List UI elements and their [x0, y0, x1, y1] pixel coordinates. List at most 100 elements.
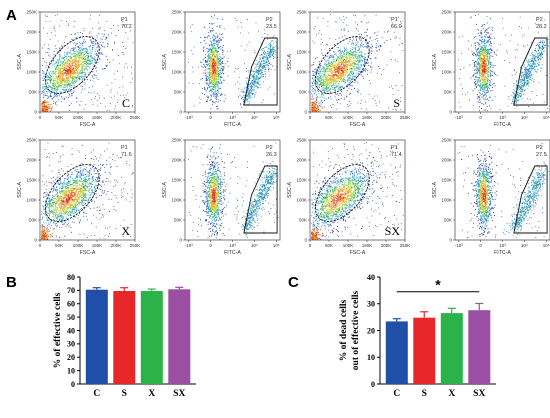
x-tick-label: 100K	[73, 243, 84, 248]
y-tick-label: 20	[67, 353, 75, 362]
fsc-ssc-plot: 0 50K 100K 150K 200K 250K 0 50K 100K 150K 200K 250K…	[287, 138, 410, 256]
y-tick-label: 0	[179, 110, 182, 115]
bar-x	[440, 313, 463, 384]
y-tick-label: 250K	[296, 138, 307, 143]
x-axis-label: FSC-A	[80, 122, 96, 128]
y-tick-label: 80	[67, 273, 75, 282]
x-tick-label: -10³	[185, 115, 194, 120]
y-axis-label: SSC-A	[432, 54, 438, 70]
y-tick-label: 50K	[29, 90, 37, 95]
x-tick-label: 0	[39, 115, 42, 120]
bars	[85, 286, 191, 384]
x-tick-label: 150K	[362, 243, 373, 248]
y-tick-label: 0	[371, 380, 375, 389]
bar-x	[140, 291, 163, 384]
p1-gate	[314, 36, 370, 94]
x-tick-label: 0	[479, 243, 482, 248]
panel-label-a: A	[6, 7, 17, 24]
panel-label-b: B	[6, 274, 17, 291]
y-tick-label: 50K	[444, 218, 452, 223]
y-tick-label: 200K	[441, 158, 452, 163]
bar-c	[85, 289, 108, 384]
y-tick-label: 50K	[174, 218, 182, 223]
p1-gate-name: P1	[121, 145, 128, 151]
y-tick-label: 50	[67, 313, 75, 322]
p2-gate	[513, 165, 548, 234]
y-axis-label: SSC-A	[287, 54, 293, 70]
p2-gate	[513, 37, 548, 106]
x-category-label: S	[422, 389, 427, 399]
y-tick-label: 100K	[171, 70, 182, 75]
y-axis-label: SSC-A	[432, 182, 438, 198]
x-tick-label: 10⁴	[251, 243, 258, 248]
x-tick-label: -10³	[185, 243, 194, 248]
y-tick-label: 50K	[444, 90, 452, 95]
x-tick-label: 200K	[381, 243, 392, 248]
x-tick-label: 0	[39, 243, 42, 248]
bar-c	[385, 321, 408, 384]
x-tick-label: 150K	[362, 115, 373, 120]
x-tick-label: 50K	[55, 115, 63, 120]
y-tick-label: 250K	[26, 10, 37, 15]
plot-frame	[309, 11, 406, 113]
x-axis-label: FSC-A	[80, 250, 96, 256]
y-axis-ticks: 0 10 20 30 40 50 60 70 80	[67, 273, 80, 389]
p2-gate-name: P2	[536, 17, 543, 23]
y-tick-label: 100K	[296, 198, 307, 203]
x-tick-label: 50K	[325, 115, 333, 120]
y-tick-label: 250K	[296, 10, 307, 15]
x-category-label: X	[148, 389, 155, 399]
y-axis-label: SSC-A	[162, 54, 168, 70]
p1-gate	[314, 164, 370, 222]
y-tick-label: 100K	[441, 70, 452, 75]
condition-label: X	[121, 224, 130, 238]
x-tick-label: 150K	[92, 115, 103, 120]
y-axis-label: SSC-A	[17, 54, 23, 70]
x-axis-label: FITC-A	[224, 122, 241, 128]
y-tick-label: 150K	[171, 178, 182, 183]
y-tick-label: 50K	[299, 218, 307, 223]
x-axis-categories: C S X SX	[393, 389, 485, 399]
x-axis-label: FSC-A	[350, 122, 366, 128]
flow-sample-s: 0 50K 100K 150K 200K 250K 0 50K 100K 150K 200K 250K…	[287, 10, 550, 128]
p1-gate-name: P1	[391, 145, 398, 151]
x-tick-label: 250K	[130, 243, 141, 248]
y-axis-label: SSC-A	[17, 182, 23, 198]
x-tick-label: 200K	[111, 243, 122, 248]
y-tick-label: 250K	[171, 138, 182, 143]
y-tick-label: 200K	[26, 158, 37, 163]
y-tick-label: 200K	[26, 30, 37, 35]
bars	[385, 302, 491, 384]
y-tick-label: 0	[449, 238, 452, 243]
y-tick-label: 0	[304, 238, 307, 243]
x-tick-label: 10⁴	[251, 115, 258, 120]
p2-gate-value: 23.5	[266, 24, 277, 30]
x-tick-label: 250K	[130, 115, 141, 120]
x-tick-label: 0	[209, 115, 212, 120]
x-tick-label: 10³	[499, 115, 506, 120]
y-tick-label: 200K	[171, 158, 182, 163]
y-axis-label: SSC-A	[162, 182, 168, 198]
y-axis-label: SSC-A	[287, 182, 293, 198]
y-tick-label: 100K	[26, 70, 37, 75]
y-tick-label: 0	[34, 110, 37, 115]
fsc-ssc-plot: 0 50K 100K 150K 200K 250K 0 50K 100K 150K 200K 250K…	[287, 10, 410, 128]
y-axis-ticks: 0 10 20 30 40	[367, 273, 380, 389]
x-category-label: C	[93, 389, 100, 399]
plot-frame	[39, 139, 136, 241]
y-tick-label: 70	[67, 286, 75, 295]
y-tick-label: 40	[67, 326, 75, 335]
y-tick-label: 150K	[171, 50, 182, 55]
y-tick-label: 100K	[171, 198, 182, 203]
condition-label: C	[122, 96, 130, 110]
bar-s	[413, 317, 436, 384]
x-tick-label: 250K	[400, 115, 411, 120]
y-tick-label: 150K	[26, 178, 37, 183]
p2-gate-value: 28.2	[536, 24, 547, 30]
x-tick-label: 200K	[111, 115, 122, 120]
y-tick-label: 150K	[26, 50, 37, 55]
p2-gate-name: P2	[536, 145, 543, 151]
x-axis-label: FITC-A	[224, 250, 241, 256]
p2-gate-name: P2	[266, 145, 273, 151]
